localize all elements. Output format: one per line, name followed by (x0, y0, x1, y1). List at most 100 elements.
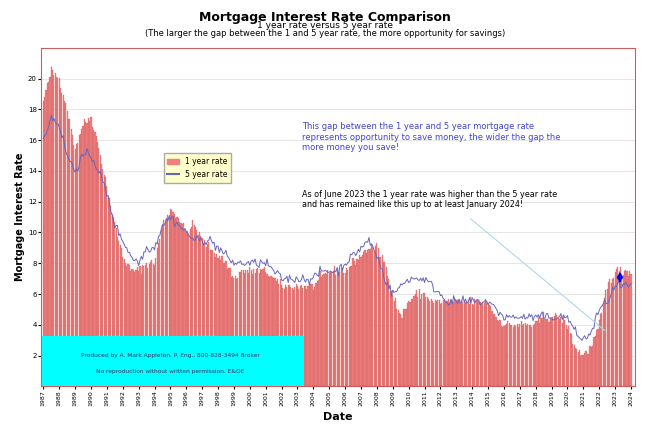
Bar (400, 314, 401, 386)
Bar (436, 301, 437, 386)
Bar (113, 217, 114, 386)
Bar (572, 344, 573, 386)
Bar (389, 291, 391, 386)
Bar (288, 284, 289, 386)
Bar (249, 267, 250, 386)
Bar (354, 260, 355, 386)
Bar (126, 266, 127, 386)
Bar (170, 209, 171, 386)
Bar (478, 300, 479, 386)
Bar (624, 271, 625, 386)
Bar (57, 78, 58, 386)
Bar (105, 177, 106, 386)
Bar (566, 325, 567, 386)
Bar (542, 318, 543, 386)
Bar (531, 326, 532, 386)
Bar (179, 222, 180, 386)
Bar (219, 256, 220, 386)
Bar (491, 311, 493, 386)
Bar (182, 224, 183, 386)
Bar (90, 117, 92, 386)
Bar (450, 301, 452, 386)
Bar (166, 218, 167, 386)
Bar (351, 266, 352, 386)
Bar (608, 282, 609, 386)
Bar (573, 346, 575, 386)
Bar (473, 305, 474, 386)
Bar (209, 250, 211, 386)
Bar (613, 278, 614, 386)
Bar (150, 263, 151, 386)
Bar (171, 210, 172, 386)
Bar (554, 316, 555, 386)
Bar (136, 267, 138, 386)
Bar (256, 269, 257, 386)
Bar (313, 290, 314, 386)
Bar (49, 76, 51, 386)
Bar (425, 297, 426, 386)
Bar (155, 258, 157, 386)
Bar (233, 278, 235, 386)
Bar (251, 270, 252, 386)
Bar (605, 290, 606, 386)
Bar (513, 327, 514, 386)
Bar (407, 303, 408, 386)
Bar (518, 327, 519, 386)
Bar (540, 318, 541, 386)
Bar (134, 272, 135, 386)
Bar (408, 301, 410, 386)
Bar (563, 317, 564, 386)
Bar (159, 239, 161, 386)
Bar (422, 293, 424, 386)
Bar (568, 326, 569, 386)
Bar (269, 277, 270, 386)
Bar (588, 354, 590, 386)
Bar (514, 325, 515, 386)
Bar (207, 244, 208, 386)
Bar (315, 283, 317, 386)
Bar (65, 104, 66, 386)
Bar (85, 122, 86, 386)
Bar (606, 288, 608, 386)
Bar (55, 73, 56, 386)
Bar (506, 324, 507, 386)
Bar (457, 300, 458, 386)
Bar (341, 268, 342, 386)
Bar (99, 155, 101, 386)
Bar (319, 271, 320, 386)
Bar (379, 257, 380, 386)
Bar (510, 325, 511, 386)
Bar (168, 215, 170, 386)
Bar (355, 265, 356, 386)
Bar (127, 264, 129, 386)
Bar (428, 299, 429, 386)
Bar (612, 279, 613, 386)
Bar (301, 285, 302, 386)
Bar (244, 273, 245, 386)
Bar (367, 250, 368, 386)
Bar (521, 321, 522, 386)
Bar (571, 333, 572, 386)
Bar (376, 243, 378, 386)
Bar (469, 304, 470, 386)
Bar (388, 279, 389, 386)
Bar (621, 274, 622, 386)
Bar (599, 320, 600, 386)
Bar (289, 285, 290, 386)
Bar (334, 266, 335, 386)
Bar (509, 323, 510, 386)
5 year rate (415, 278, 423, 283)
Bar (216, 254, 217, 386)
Bar (93, 130, 94, 386)
Bar (362, 254, 363, 386)
Bar (498, 321, 499, 386)
Bar (547, 319, 548, 386)
Bar (89, 121, 90, 386)
Bar (246, 271, 248, 386)
Bar (391, 291, 392, 386)
Bar (237, 278, 239, 386)
Bar (515, 326, 517, 386)
Bar (343, 274, 344, 386)
Bar (294, 288, 295, 386)
Bar (616, 269, 617, 386)
